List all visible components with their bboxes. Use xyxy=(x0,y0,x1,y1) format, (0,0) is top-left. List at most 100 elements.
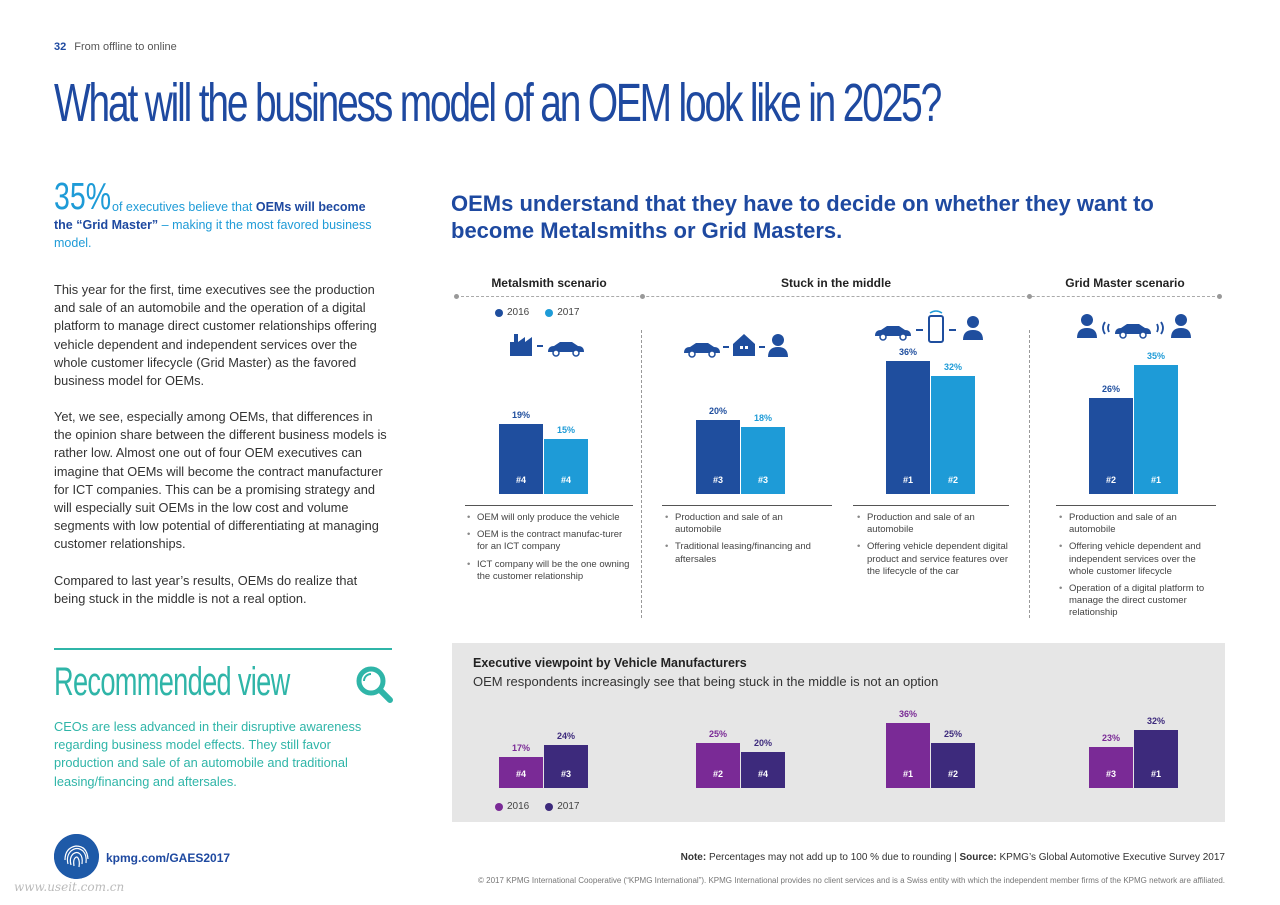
chart-bar: #2 xyxy=(931,743,975,788)
source-label: Source: xyxy=(959,852,997,863)
chart-bar: #1 xyxy=(886,360,930,494)
bullet-item: OEM will only produce the vehicle xyxy=(465,512,630,524)
bullet-item: Production and sale of an automobile xyxy=(663,512,823,536)
footer-note: Note: Percentages may not add up to 100 … xyxy=(681,852,1225,863)
bullet-item: OEM is the contract manufac-turer for an… xyxy=(465,529,630,553)
bar-value-label: 24% xyxy=(556,730,575,741)
bar-rank-label: #4 xyxy=(515,768,526,779)
footer-url-link[interactable]: kpmg.com/GAES2017 xyxy=(106,851,231,865)
bar-value-label: 35% xyxy=(1146,350,1165,361)
recommended-divider xyxy=(54,648,392,650)
bar-rank-label: #3 xyxy=(560,768,571,779)
section-label: From offline to online xyxy=(74,41,177,53)
chart-bar: #4 xyxy=(741,752,785,788)
exec-title: Executive viewpoint by Vehicle Manufactu… xyxy=(473,656,747,670)
exec-subtitle: OEM respondents increasingly see that be… xyxy=(473,674,939,689)
legend-top: 2016 2017 xyxy=(495,307,580,318)
source-text: KPMG’s Global Automotive Executive Surve… xyxy=(996,852,1226,863)
chart-bar: #4 xyxy=(499,757,543,788)
page-header: 32 From offline to online xyxy=(54,41,177,53)
bullet-item: Traditional leasing/financing and afters… xyxy=(663,541,823,565)
watermark: www.useit.com.cn xyxy=(14,880,125,894)
car-phone-person-icon xyxy=(875,310,983,343)
chart-bar: #2 xyxy=(696,743,740,788)
exec-viewpoint-panel xyxy=(452,643,1225,822)
bar-value-label: 18% xyxy=(753,413,772,424)
legend-label-2016: 2016 xyxy=(507,801,530,812)
page-title: What will the business model of an OEM l… xyxy=(54,73,942,133)
divider-dot xyxy=(454,294,459,299)
stat-lead: of executives believe that xyxy=(112,200,253,214)
scenario-metalsmith: Metalsmith scenario xyxy=(491,276,607,290)
divider-dot xyxy=(640,294,645,299)
bar-rank-label: #4 xyxy=(757,769,768,779)
chart-bar: #1 xyxy=(1134,730,1178,788)
scenario-grid-master: Grid Master scenario xyxy=(1065,276,1185,290)
fingerprint-logo-icon xyxy=(54,834,99,879)
bar-value-label: 25% xyxy=(708,729,727,739)
legend-swatch-2016 xyxy=(495,802,503,811)
bar-rank-label: #2 xyxy=(947,474,958,485)
bullet-item: Operation of a digital platform to manag… xyxy=(1057,583,1217,620)
bullets-stuck-b: Production and sale of an automobile Off… xyxy=(855,512,1015,583)
bar-value-label: 15% xyxy=(556,424,575,435)
bullet-item: Production and sale of an automobile xyxy=(1057,512,1217,536)
legend-swatch-2016 xyxy=(495,308,503,317)
stat-tail: – making it the most favored business mo… xyxy=(54,218,372,250)
chart-bar: #1 xyxy=(1134,364,1178,494)
infographic-headline: OEMs understand that they have to decide… xyxy=(451,191,1154,243)
legend-swatch-2017 xyxy=(545,308,554,317)
legend-label-2016: 2016 xyxy=(507,307,530,318)
chart-bar: #4 xyxy=(499,423,543,494)
recommended-text: CEOs are less advanced in their disrupti… xyxy=(54,719,362,789)
legend-bottom: 2016 2017 xyxy=(495,801,580,812)
bar-rank-label: #3 xyxy=(757,474,768,485)
bar-value-label: 25% xyxy=(943,729,962,739)
chart-bar: #1 xyxy=(886,723,930,788)
divider-dot xyxy=(1027,294,1032,299)
bar-rank-label: #3 xyxy=(712,475,723,485)
note-text: Percentages may not add up to 100 % due … xyxy=(706,852,960,863)
bullets-metalsmith: OEM will only produce the vehicle OEM is… xyxy=(465,512,630,588)
stat-percent: 35% xyxy=(54,176,112,218)
column-separator xyxy=(1029,330,1030,618)
bar-rank-label: #2 xyxy=(712,769,723,779)
chart-bar: #2 xyxy=(931,375,975,494)
chart-baseline xyxy=(662,505,832,506)
chart-baseline xyxy=(1056,505,1216,506)
bar-rank-label: #2 xyxy=(947,769,958,779)
bullet-item: Offering vehicle dependent and independe… xyxy=(1057,541,1217,578)
bar-value-label: 20% xyxy=(708,406,727,416)
body-paragraph-3: Compared to last year’s results, OEMs do… xyxy=(54,573,358,607)
chart-bar: #3 xyxy=(741,427,785,494)
column-separator xyxy=(641,330,642,618)
page-number: 32 xyxy=(54,41,67,53)
bar-value-label: 32% xyxy=(1146,716,1165,727)
bar-value-label: 23% xyxy=(1101,732,1120,743)
footer-copyright: © 2017 KPMG International Cooperative (“… xyxy=(478,876,1225,885)
note-label: Note: xyxy=(680,852,707,863)
bullets-stuck-a: Production and sale of an automobile Tra… xyxy=(663,512,823,571)
bar-rank-label: #1 xyxy=(1150,768,1161,779)
recommended-title: Recommended view xyxy=(54,660,290,704)
chart-baseline xyxy=(853,505,1009,506)
bullets-grid-master: Production and sale of an automobile Off… xyxy=(1057,512,1217,625)
divider-dot xyxy=(1217,294,1222,299)
bar-rank-label: #1 xyxy=(902,474,913,485)
magnifier-icon xyxy=(356,666,393,703)
chart-bar: #3 xyxy=(1089,746,1133,788)
bar-rank-label: #4 xyxy=(515,474,526,485)
scenario-stuck-middle: Stuck in the middle xyxy=(780,276,891,290)
bullet-item: ICT company will be the one owning the c… xyxy=(465,559,630,583)
body-paragraph-1: This year for the first, time executives… xyxy=(54,282,377,389)
person-car-connected-icon xyxy=(1077,314,1191,339)
bar-rank-label: #1 xyxy=(1150,475,1161,485)
bar-value-label: 26% xyxy=(1101,383,1120,394)
bullet-item: Offering vehicle dependent digital produ… xyxy=(855,541,1015,578)
bar-rank-label: #1 xyxy=(902,768,913,779)
bar-value-label: 36% xyxy=(898,709,917,720)
stat-bold: OEMs will become the “Grid Master” xyxy=(54,200,366,232)
bar-value-label: 19% xyxy=(511,409,530,420)
stat-text: of executives believe that OEMs will bec… xyxy=(54,198,384,252)
bar-rank-label: #3 xyxy=(1105,768,1116,779)
